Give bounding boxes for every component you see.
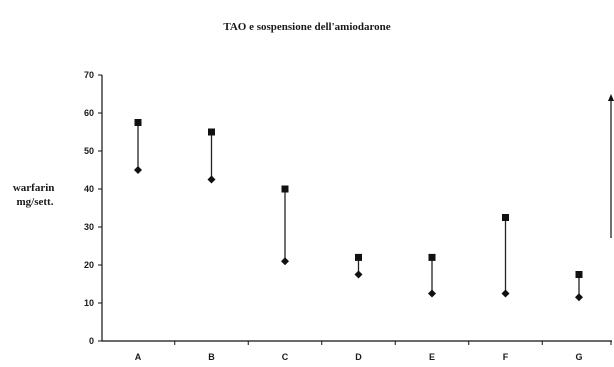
square-marker-f <box>502 214 509 221</box>
x-tick-label-d: D <box>355 352 362 362</box>
right-edge-arrow-head <box>608 94 614 101</box>
chart-title: TAO e sospensione dell'amiodarone <box>223 21 390 33</box>
square-marker-d <box>355 253 362 261</box>
diamond-marker-c <box>281 257 289 266</box>
data-markers <box>134 119 583 302</box>
square-marker-g <box>575 271 583 278</box>
x-tick-label-c: C <box>282 352 289 362</box>
x-tick-label-f: F <box>503 352 509 362</box>
diamond-marker-a <box>134 166 142 174</box>
y-axis-label-line-2: mg/sett. <box>17 196 54 208</box>
y-tick-label-6: 60 <box>84 108 94 118</box>
square-marker-b <box>208 128 215 136</box>
y-tick-label-0: 0 <box>89 336 94 346</box>
y-ticks: 0 10 20 30 40 50 60 70 <box>84 70 102 346</box>
y-axis-label: warfarin mg/sett. <box>13 182 57 208</box>
x-tick-label-b: B <box>208 352 215 362</box>
y-tick-label-1: 10 <box>84 298 94 308</box>
x-tick-label-a: A <box>135 352 142 362</box>
y-tick-label-7: 70 <box>84 70 94 80</box>
y-axis-label-line-1: warfarin <box>13 182 55 194</box>
diamond-marker-d <box>354 270 363 279</box>
square-marker-e <box>428 253 436 261</box>
diamond-marker-f <box>501 289 510 298</box>
y-tick-label-4: 40 <box>84 184 94 194</box>
y-tick-label-3: 30 <box>84 222 94 232</box>
x-tick-label-g: G <box>575 352 582 362</box>
diamond-marker-g <box>575 293 583 302</box>
y-tick-label-2: 20 <box>84 260 94 270</box>
x-tick-label-e: E <box>429 352 435 362</box>
y-tick-label-5: 50 <box>84 146 94 156</box>
x-ticks: A B C D E F G <box>135 341 612 362</box>
square-marker-a <box>134 119 142 126</box>
square-marker-c <box>281 185 289 193</box>
diamond-marker-b <box>207 175 216 184</box>
diamond-marker-e <box>428 289 436 298</box>
